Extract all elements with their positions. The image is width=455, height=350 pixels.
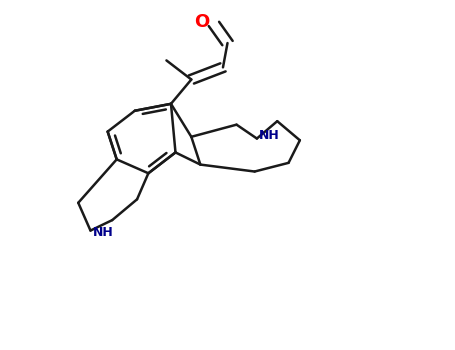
Text: O: O: [194, 13, 209, 31]
Text: NH: NH: [93, 226, 113, 239]
Text: NH: NH: [259, 128, 280, 141]
